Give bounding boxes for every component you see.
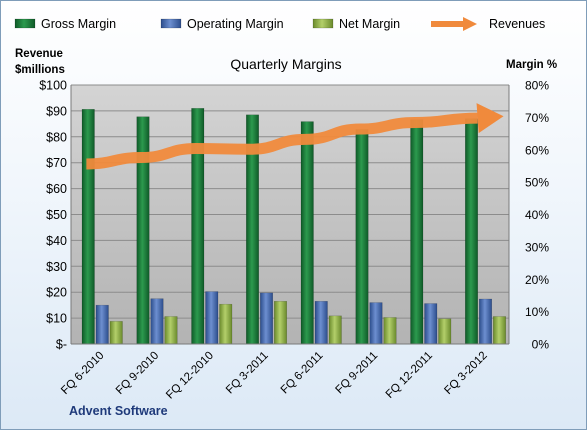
category-label: FQ 3-2011 [224, 350, 271, 397]
legend: Gross Margin Operating Margin Net Margin Re… [15, 17, 545, 31]
net-margin-bar [274, 301, 287, 344]
operating-margin-bar [479, 299, 492, 344]
right-tick-label: 20% [525, 273, 549, 287]
left-axis-label-line2: $millions [15, 64, 65, 76]
gross-margin-bar [465, 119, 478, 344]
gross-margin-bar [137, 117, 150, 344]
company-name: Advent Software [69, 404, 168, 418]
left-tick-label: $90 [46, 104, 67, 118]
left-tick-label: $10 [46, 312, 67, 326]
operating-margin-bar [425, 304, 438, 344]
operating-margin-bar [151, 299, 164, 344]
operating-margin-bar [206, 292, 219, 344]
left-tick-label: $80 [46, 130, 67, 144]
category-label: FQ 12-2010 [164, 350, 216, 402]
legend-swatch [161, 19, 181, 28]
category-label: FQ 12-2011 [384, 350, 435, 401]
category-label: FQ 6-2010 [59, 350, 106, 397]
net-margin-bar [329, 316, 342, 344]
category-label: FQ 6-2011 [279, 350, 326, 397]
operating-margin-bar [370, 303, 383, 344]
right-tick-label: 0% [532, 338, 550, 352]
left-axis-label-line1: Revenue [15, 48, 63, 60]
category-label: FQ 9-2011 [333, 350, 380, 397]
gross-margin-bar [356, 129, 369, 344]
legend-label: Gross Margin [41, 17, 116, 31]
operating-margin-bar [96, 305, 109, 344]
left-tick-label: $60 [46, 182, 67, 196]
right-tick-label: 60% [525, 143, 549, 157]
operating-margin-bar [315, 301, 328, 344]
chart-title: Quarterly Margins [230, 56, 341, 72]
legend-swatch [15, 19, 35, 28]
left-tick-label: $30 [46, 260, 67, 274]
net-margin-bar [384, 317, 397, 344]
left-tick-label: $70 [46, 156, 67, 170]
right-tick-label: 10% [525, 305, 549, 319]
right-axis-label: Margin % [506, 59, 557, 71]
right-tick-label: 70% [525, 111, 549, 125]
right-tick-label: 30% [525, 240, 549, 254]
operating-margin-bar [260, 293, 273, 344]
gross-margin-bar [82, 109, 95, 344]
category-label: FQ 3-2012 [442, 350, 489, 397]
net-margin-bar [110, 321, 123, 344]
left-tick-label: $100 [39, 79, 67, 93]
net-margin-bar [439, 319, 452, 344]
left-tick-label: $50 [46, 208, 67, 222]
net-margin-bar [220, 304, 233, 344]
left-tick-label: $40 [46, 234, 67, 248]
net-margin-bar [165, 316, 178, 344]
gross-margin-bar [411, 120, 424, 344]
left-tick-label: $20 [46, 286, 67, 300]
category-label: FQ 9-2010 [114, 350, 161, 397]
legend-swatch [313, 19, 333, 28]
legend-label: Revenues [489, 17, 545, 31]
right-tick-label: 40% [525, 208, 549, 222]
right-tick-label: 50% [525, 176, 549, 190]
right-tick-label: 80% [525, 79, 549, 93]
legend-label: Operating Margin [187, 17, 284, 31]
legend-arrow [463, 17, 477, 31]
gross-margin-bar [301, 122, 314, 344]
legend-label: Net Margin [339, 17, 400, 31]
left-tick-label: $- [56, 338, 67, 352]
net-margin-bar [493, 316, 506, 344]
